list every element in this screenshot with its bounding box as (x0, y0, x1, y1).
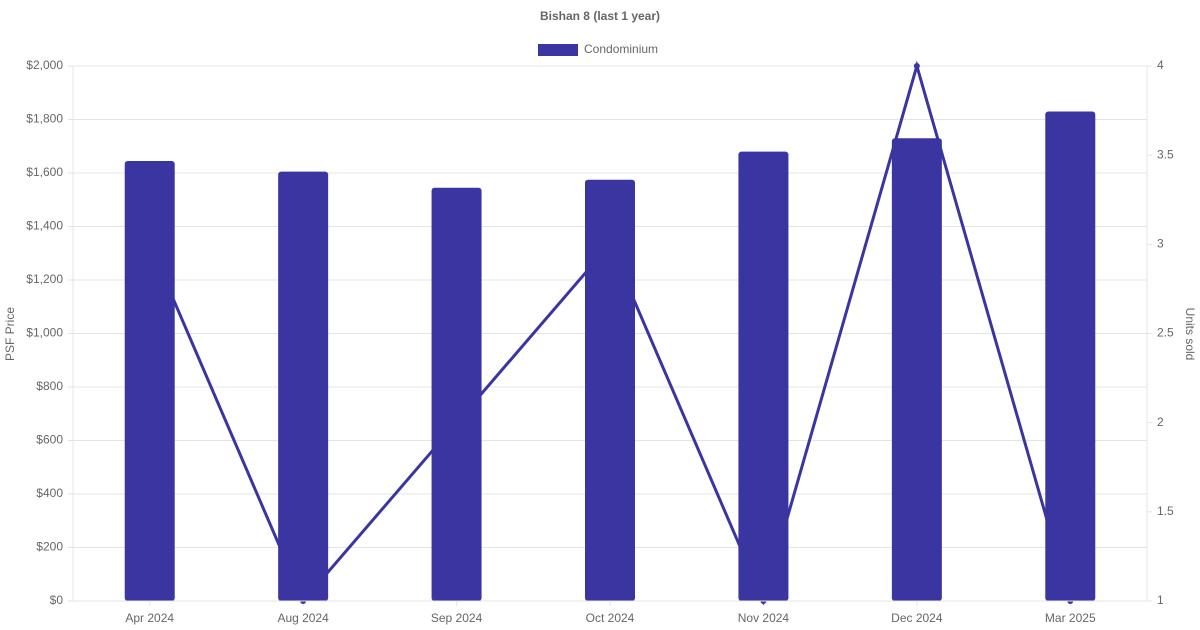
y2-tick-label: 3.5 (1157, 147, 1174, 161)
bar (278, 171, 329, 601)
y-tick-label: $0 (50, 593, 64, 607)
y-tick-label: $1,800 (26, 112, 63, 126)
y2-tick-label: 4 (1157, 58, 1164, 72)
legend-label: Condominium (584, 42, 658, 56)
bar (891, 138, 942, 601)
y-tick-label: $200 (36, 540, 63, 554)
y-tick-label: $400 (36, 486, 63, 500)
x-tick-label: Mar 2025 (1045, 611, 1096, 625)
bar (585, 179, 635, 601)
x-tick-label: Sep 2024 (431, 611, 483, 625)
x-tick-label: Aug 2024 (277, 611, 329, 625)
y-tick-label: $1,000 (26, 326, 63, 340)
y-axis-title: PSF Price (3, 307, 17, 361)
y-tick-label: $1,400 (26, 219, 63, 233)
y2-tick-label: 2.5 (1157, 326, 1174, 340)
y2-tick-label: 2 (1157, 415, 1164, 429)
y2-tick-label: 3 (1157, 237, 1164, 251)
y2-axis-title: Units sold (1183, 308, 1197, 361)
chart-title: Bishan 8 (last 1 year) (540, 9, 660, 23)
y2-tick-label: 1.5 (1157, 504, 1174, 518)
y-tick-label: $2,000 (26, 58, 63, 72)
line-point (913, 63, 920, 69)
bar (431, 187, 482, 601)
y-tick-label: $800 (36, 379, 63, 393)
bar (1045, 111, 1096, 601)
x-tick-label: Oct 2024 (586, 611, 635, 625)
y-tick-label: $1,200 (26, 272, 63, 286)
x-tick-label: Dec 2024 (891, 611, 943, 625)
y-tick-label: $600 (36, 433, 63, 447)
legend-swatch (538, 44, 578, 56)
bar (124, 160, 175, 601)
x-tick-label: Apr 2024 (125, 611, 174, 625)
y-tick-label: $1,600 (26, 165, 63, 179)
x-tick-label: Nov 2024 (738, 611, 790, 625)
y2-tick-label: 1 (1157, 593, 1164, 607)
bar (738, 151, 789, 601)
